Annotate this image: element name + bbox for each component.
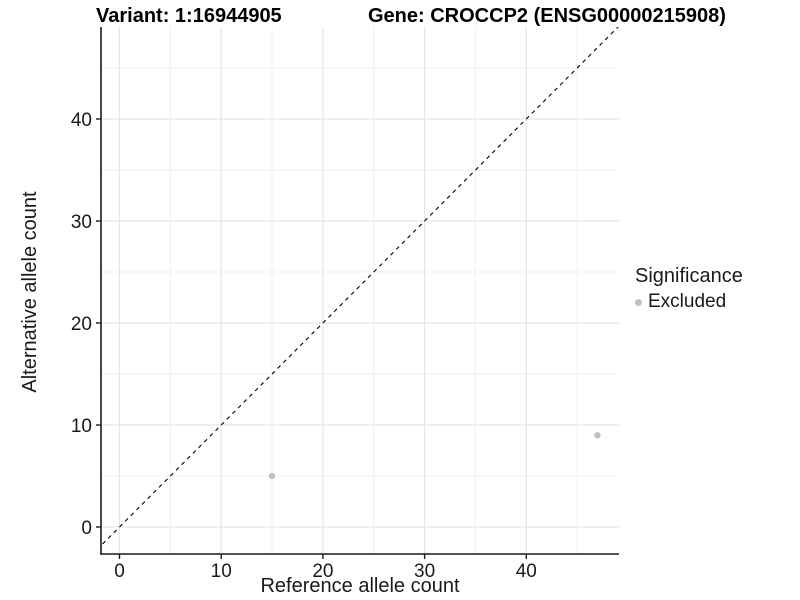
legend-item-label: Excluded bbox=[648, 291, 727, 312]
x-tick-label: 30 bbox=[414, 561, 435, 582]
identity-dashed-line bbox=[101, 27, 619, 547]
y-axis-title: Alternative allele count bbox=[19, 191, 41, 393]
y-tick-label: 0 bbox=[81, 518, 92, 539]
legend: Significance Excluded bbox=[635, 265, 743, 313]
data-point bbox=[594, 432, 601, 439]
identity-line-layer bbox=[101, 27, 619, 547]
y-tick-label: 10 bbox=[71, 416, 92, 437]
x-tick-label: 0 bbox=[114, 561, 125, 582]
legend-item-excluded: Excluded bbox=[635, 291, 743, 313]
y-tick-label: 30 bbox=[71, 212, 92, 233]
gridlines-layer bbox=[101, 27, 619, 554]
axes-layer: 0 10 20 30 40 0 10 20 30 40 bbox=[71, 27, 619, 582]
x-axis-title: Reference allele count bbox=[260, 575, 460, 597]
y-tick-label: 40 bbox=[71, 110, 92, 131]
x-tick-label: 10 bbox=[211, 561, 232, 582]
data-point bbox=[268, 472, 276, 480]
plot-title-variant: Variant: 1:16944905 bbox=[96, 5, 282, 27]
x-tick-label: 40 bbox=[516, 561, 537, 582]
plot-title-gene: Gene: CROCCP2 (ENSG00000215908) bbox=[368, 5, 726, 27]
excluded-point-icon bbox=[635, 298, 642, 306]
x-tick-label: 20 bbox=[312, 561, 333, 582]
y-tick-label: 20 bbox=[71, 314, 92, 335]
data-points-layer bbox=[268, 432, 601, 480]
legend-title: Significance bbox=[635, 265, 743, 287]
